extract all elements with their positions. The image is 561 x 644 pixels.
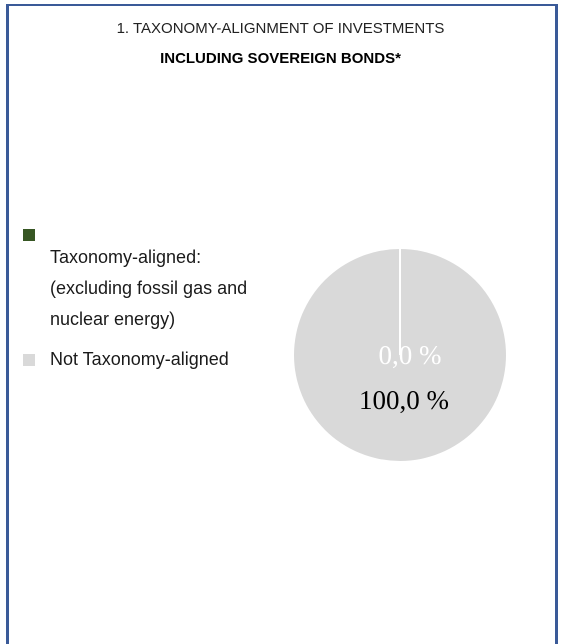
legend-swatch-taxonomy-aligned [23, 229, 35, 241]
legend-label-line: Not Taxonomy-aligned [50, 349, 229, 369]
data-label-taxonomy-aligned: 0,0 % [379, 340, 442, 370]
legend-label-not-taxonomy-aligned: Not Taxonomy-aligned [50, 346, 290, 372]
chart-title-line-1: 1. TAXONOMY-ALIGNMENT OF INVESTMENTS [116, 20, 445, 37]
pie-chart-svg: 0,0 % 100,0 % [294, 249, 506, 461]
legend-label-taxonomy-aligned: Taxonomy-aligned: (excluding fossil gas … [50, 242, 270, 335]
legend-label-line: nuclear energy) [50, 309, 176, 329]
chart-frame [6, 4, 558, 644]
legend-label-line: Taxonomy-aligned: [50, 247, 202, 267]
legend-label-line: (excluding fossil gas and [50, 278, 248, 298]
pie-chart: 0,0 % 100,0 % [290, 245, 510, 465]
chart-title-line-2: INCLUDING SOVEREIGN BONDS* [160, 50, 401, 67]
legend-swatch-not-taxonomy-aligned [23, 354, 35, 366]
data-label-not-taxonomy-aligned: 100,0 % [359, 385, 449, 415]
